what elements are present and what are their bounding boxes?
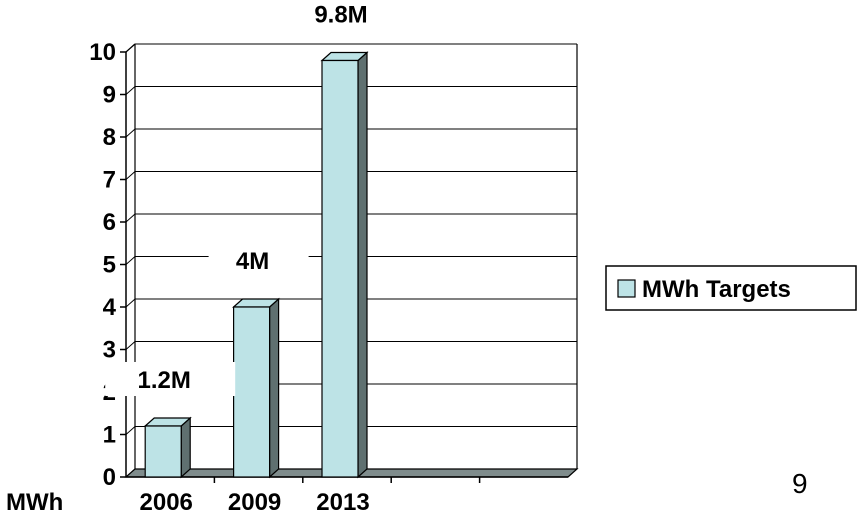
bar-top	[320, 51, 369, 62]
bar-side	[357, 51, 368, 479]
data-label: 4M	[236, 248, 269, 275]
bar-front	[144, 425, 182, 478]
gridline-diagonal	[125, 86, 136, 95]
y-tick-label: 4	[103, 294, 117, 321]
bar-side	[180, 416, 191, 479]
bars	[143, 51, 369, 479]
y-unit-label: MWh	[6, 489, 63, 516]
x-category-label: 2006	[140, 489, 193, 516]
y-tick-label: 3	[103, 337, 116, 364]
y-tick-label: 10	[89, 39, 116, 66]
gridline-diagonal	[125, 256, 136, 265]
y-tick-label: 8	[103, 124, 116, 151]
data-label-background	[282, 0, 412, 31]
gridline-diagonal	[125, 298, 136, 308]
y-tick-labels: 012345678910	[89, 39, 126, 491]
y-tick-label: 0	[103, 464, 116, 491]
data-label-background	[105, 362, 236, 396]
bar	[143, 416, 192, 479]
x-category-label: 2013	[316, 489, 369, 516]
y-tick-label: 5	[103, 252, 116, 279]
data-labels: 1.2M 4M 9.8M	[105, 0, 412, 396]
legend: MWh Targets	[605, 265, 857, 311]
bar-top	[232, 298, 281, 308]
y-tick-label: 9	[103, 82, 116, 109]
y-tick-label: 1	[103, 422, 116, 449]
x-category-label: 2009	[228, 489, 281, 516]
page-number: 9	[792, 468, 808, 499]
data-label: 1.2M	[138, 367, 191, 394]
legend-label: MWh Targets	[642, 276, 791, 303]
y-tick-label: 7	[103, 167, 116, 194]
gridline-diagonal	[125, 213, 136, 223]
gridline-diagonal	[125, 128, 136, 138]
gridline-diagonal	[125, 171, 136, 180]
bar-side	[269, 297, 280, 479]
bar-front	[321, 59, 359, 478]
bar-front	[233, 306, 271, 478]
legend-swatch	[617, 279, 636, 298]
data-label-background	[208, 243, 309, 277]
y-tick-label: 6	[103, 209, 116, 236]
bar	[232, 297, 281, 479]
gridline-diagonal	[125, 341, 136, 350]
bar	[320, 51, 369, 479]
data-label: 9.8M	[314, 2, 367, 29]
gridline-diagonal	[125, 426, 136, 435]
bar-top	[143, 417, 192, 427]
left-wall-top-edge	[125, 43, 136, 53]
legend-box	[605, 265, 857, 311]
x-category-labels: 2006 2009 2013	[140, 489, 370, 516]
